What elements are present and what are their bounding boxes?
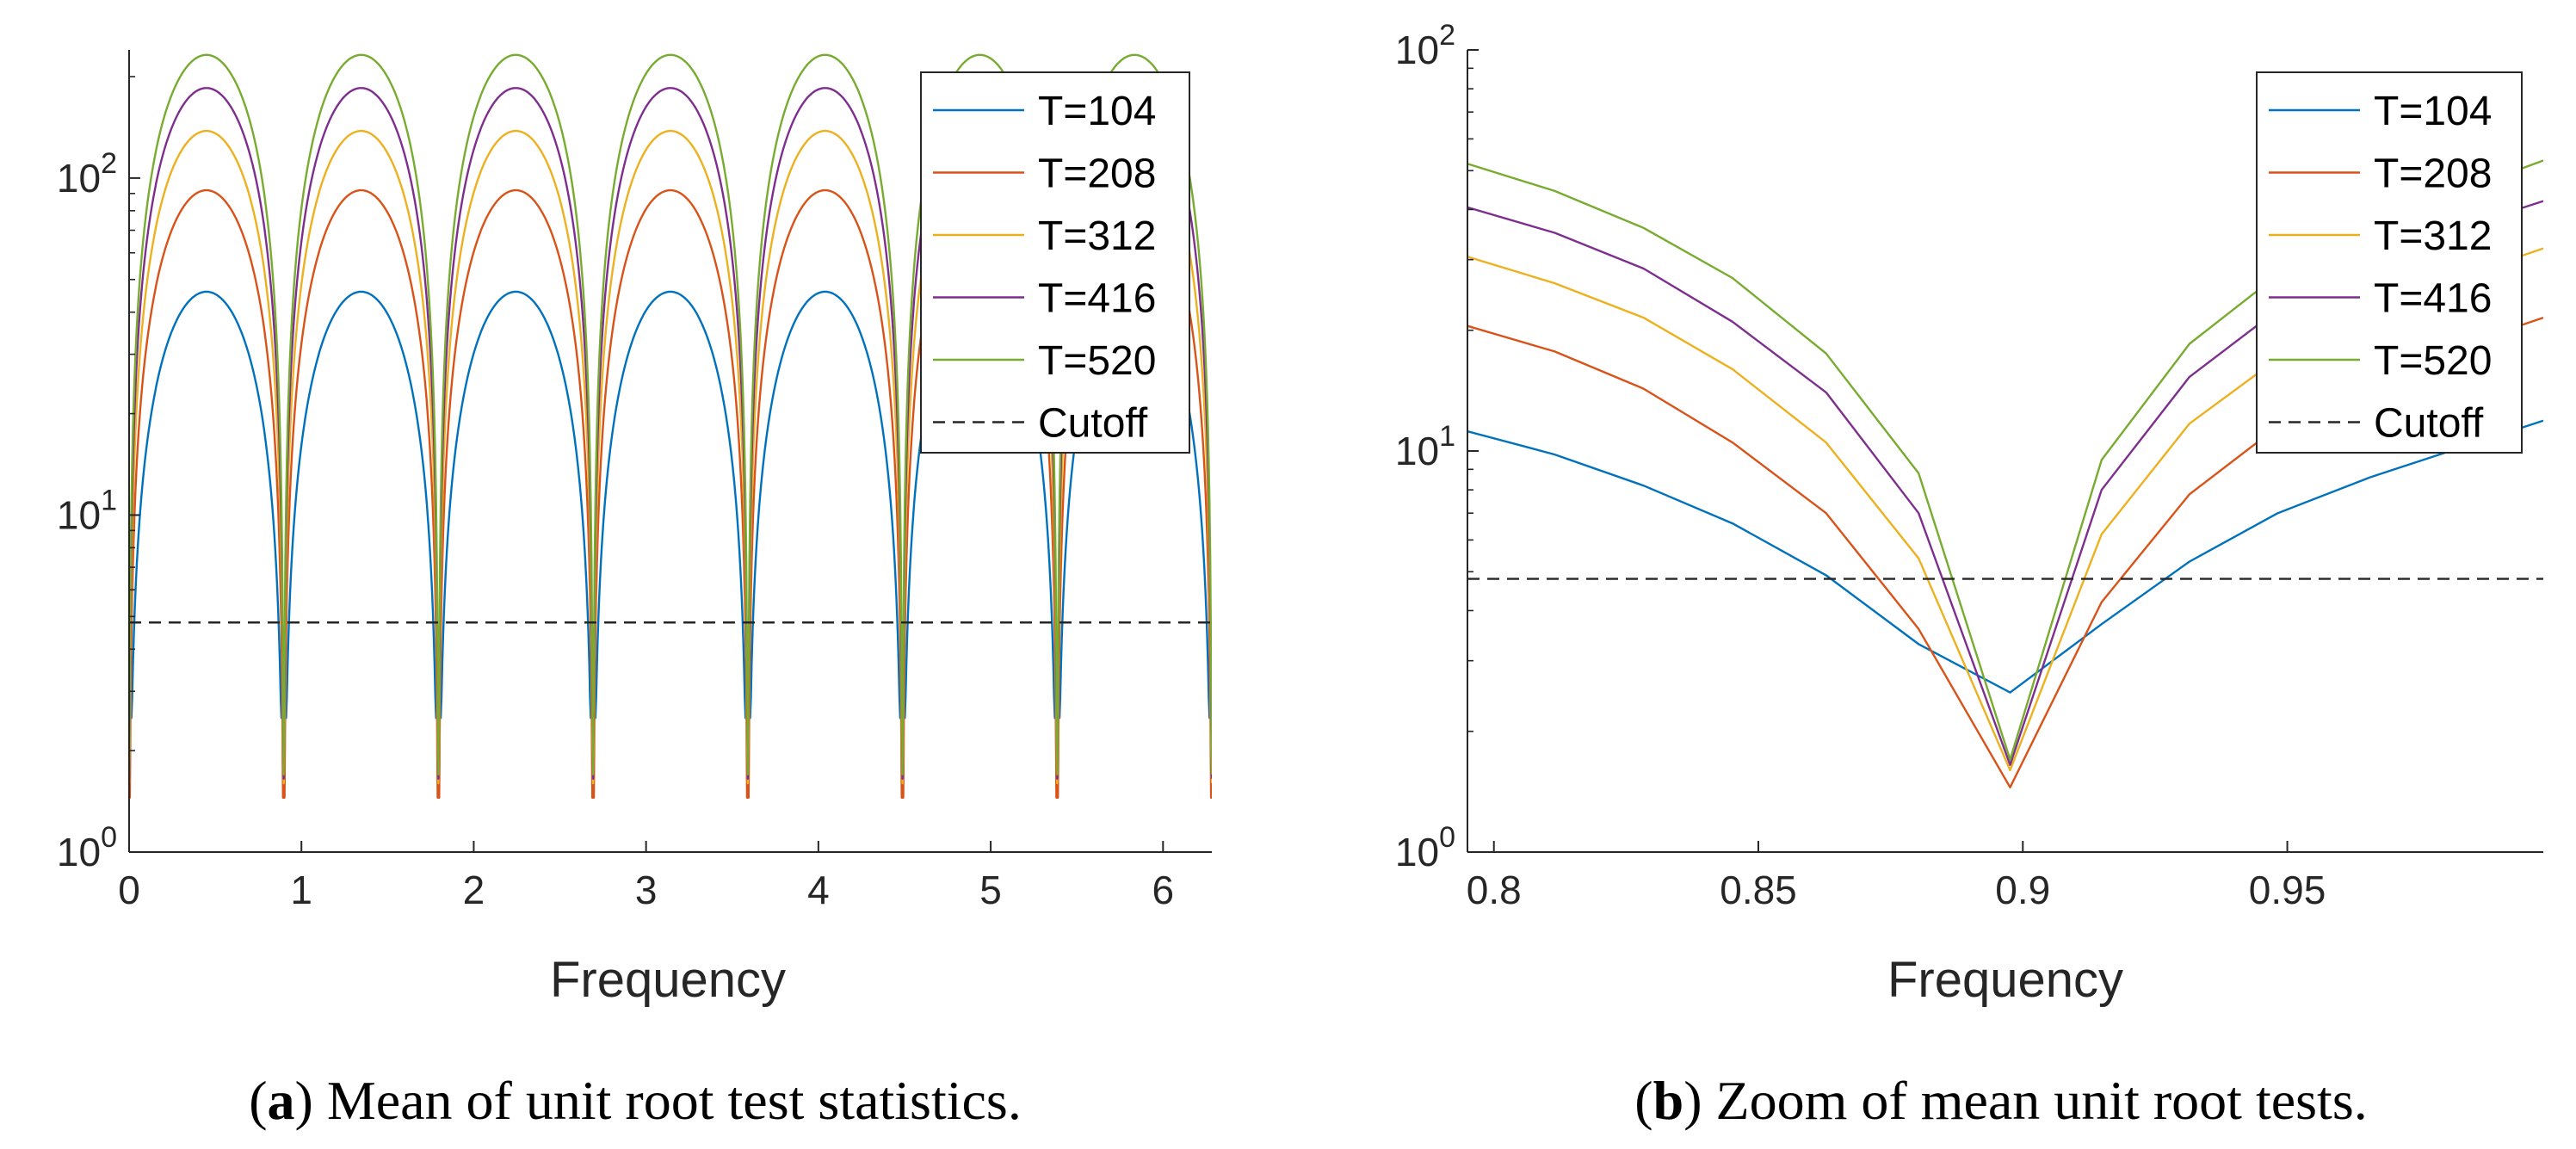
panel-b-caption: (b) Zoom of mean unit root tests. [1634,1070,2367,1131]
panel-b-legend-label: T=104 [2374,89,2492,134]
panel-a-x-tick-label: 6 [1152,868,1175,912]
panel-b-x-tick-label: 0.9 [1995,868,2050,912]
panel-b-legend-box [2256,71,2523,454]
panel-a-legend-label: T=104 [1038,89,1156,134]
panel-b-y-tick-label: 101 [1395,420,1455,473]
panel-a-axes: 0 1 2 3 4 5 6 100 101 102 [57,50,1212,912]
panel-b-x-axis-label: Frequency [1887,952,2123,1008]
panel-a-x-tick-label: 3 [635,868,658,912]
panel-b-x-tick-label: 0.95 [2249,868,2326,912]
panel-a-legend-label: T=520 [1038,338,1156,384]
panel-a-legend: T=104 T=208 T=312 T=416 T=520 Cutoff [920,71,1190,454]
panel-a-x-tick-label: 1 [290,868,312,912]
panel-b-axes: 0.8 0.85 0.9 0.95 100 101 102 [1395,19,2543,912]
panel-a-legend-label: T=208 [1038,151,1156,197]
panel-a-chart: 0 1 2 3 4 5 6 100 101 102 T=104 T=208 T=312 T=416 T=5… [57,50,1212,1131]
panel-a-legend-label: Cutoff [1038,401,1148,447]
panel-a-caption: (a) Mean of unit root test statistics. [249,1070,1022,1131]
panel-a-y-tick-label: 101 [57,484,117,537]
panel-a-x-tick-label: 4 [807,868,830,912]
panel-b-legend-label: T=312 [2374,213,2492,259]
panel-b-y-tick-label: 102 [1395,19,1455,72]
panel-b-legend-label: T=416 [2374,276,2492,322]
panel-a-x-axis-label: Frequency [550,952,786,1008]
panel-a-legend-label: T=312 [1038,213,1156,259]
panel-a-y-tick-label: 100 [57,821,117,874]
panel-b-legend-label: Cutoff [2374,401,2484,447]
panel-a-legend-box [920,71,1190,454]
panel-b-caption-text: Zoom of mean unit root tests. [1702,1070,2368,1131]
panel-b-x-tick-label: 0.8 [1467,868,1522,912]
panel-b-x-tick-label: 0.85 [1720,868,1797,912]
panel-a-caption-text: Mean of unit root test statistics. [313,1070,1022,1131]
panel-a-legend-label: T=416 [1038,276,1156,322]
panel-a-caption-label: a [268,1070,295,1131]
panel-b-legend-label: T=520 [2374,338,2492,384]
panel-b-y-tick-label: 100 [1395,821,1455,874]
panel-b-legend-label: T=208 [2374,151,2492,197]
panel-a-x-tick-label: 5 [979,868,1002,912]
panel-b-legend: T=104 T=208 T=312 T=416 T=520 Cutoff [2256,71,2523,454]
panel-a-x-tick-label: 0 [118,868,140,912]
panel-a-y-tick-label: 102 [57,147,117,201]
panel-b-series-t104 [1467,419,2543,694]
panel-a-x-tick-label: 2 [463,868,485,912]
panel-b-caption-label: b [1653,1070,1684,1131]
